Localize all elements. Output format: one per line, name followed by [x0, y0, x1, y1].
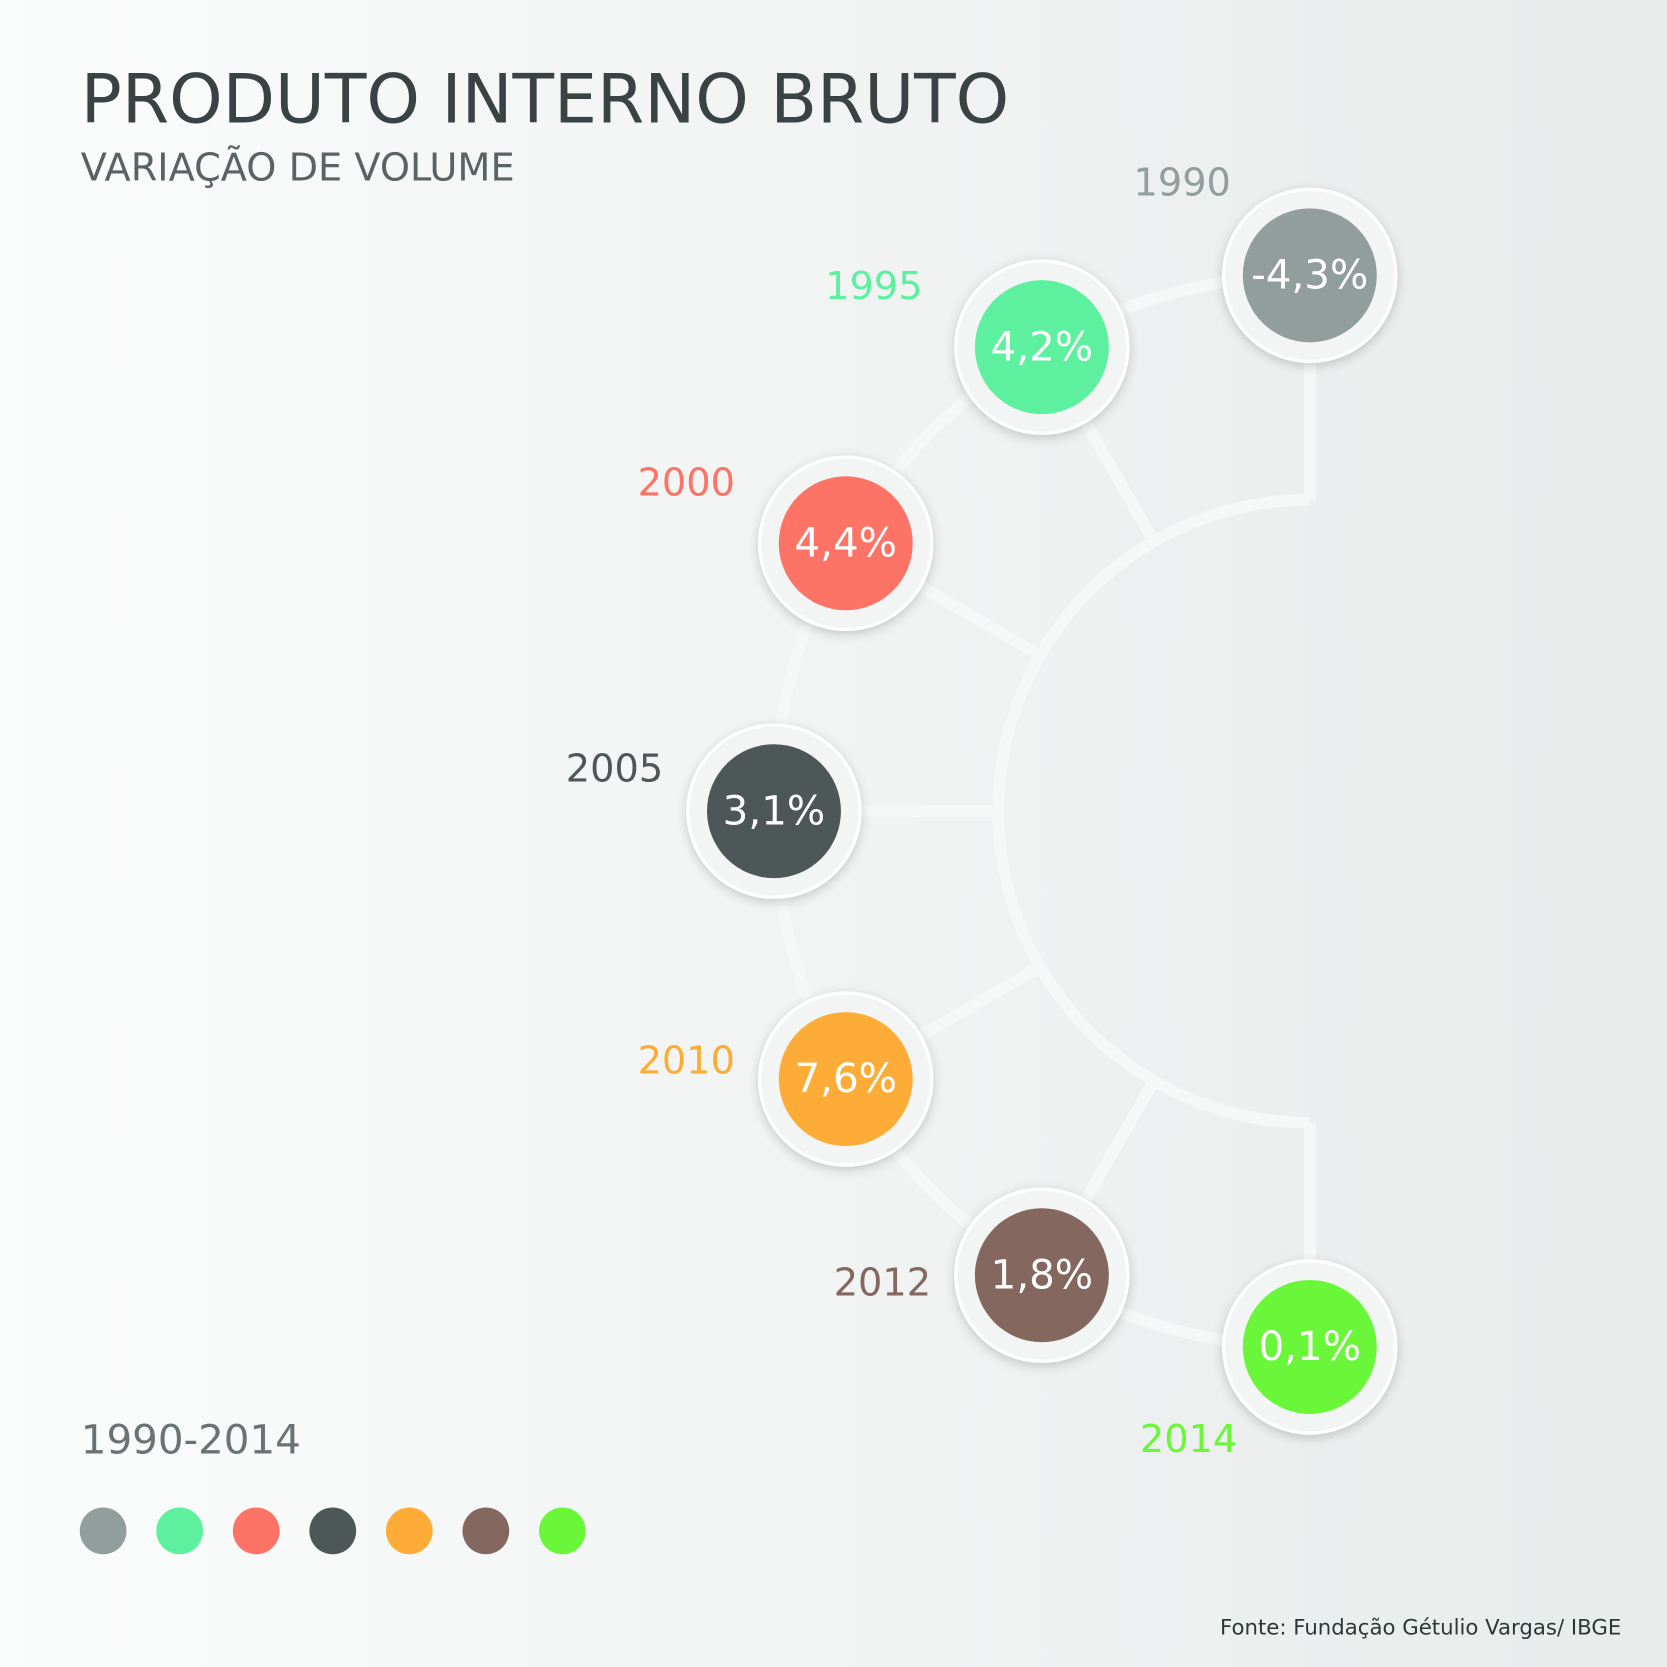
bubble [1242, 208, 1377, 343]
year-label: 1995 [825, 264, 922, 309]
legend-dot [539, 1507, 586, 1555]
year-label: 2010 [638, 1039, 735, 1084]
bubble [778, 476, 913, 611]
year-label: 1990 [1134, 160, 1231, 205]
legend-dot [232, 1507, 280, 1555]
spoke [1079, 1078, 1160, 1205]
legend-dot [79, 1507, 127, 1555]
value-label: 7,6% [794, 1055, 897, 1102]
chart-subtitle: VARIAÇÃO DE VOLUME [81, 144, 515, 191]
value-label: 0,1% [1258, 1323, 1361, 1370]
spoke [916, 961, 1043, 1042]
value-label: 1,8% [991, 1251, 1094, 1298]
bubble [1242, 1280, 1377, 1414]
bubble [974, 1208, 1109, 1343]
period-label: 1990-2014 [81, 1417, 301, 1464]
year-label: 2012 [834, 1260, 931, 1305]
legend-dot [156, 1507, 204, 1555]
value-label: 4,4% [794, 519, 897, 566]
bubble [974, 280, 1109, 415]
legend-dot [385, 1507, 433, 1555]
bubble [778, 1012, 913, 1147]
spoke [916, 580, 1043, 661]
spoke [1079, 417, 1160, 545]
year-label: 2000 [638, 460, 735, 505]
value-label: 3,1% [723, 787, 826, 834]
legend-dot [462, 1507, 510, 1555]
value-label: -4,3% [1251, 251, 1368, 298]
legend-dot [309, 1507, 357, 1555]
value-label: 4,2% [991, 323, 1094, 370]
source: Fonte: Fundação Gétulio Vargas/ IBGE [1220, 1616, 1621, 1641]
year-label: 2005 [566, 746, 663, 791]
inner-arc [992, 493, 1310, 1129]
year-label: 2014 [1140, 1417, 1237, 1462]
chart-title: PRODUTO INTERNO BRUTO [81, 61, 1009, 140]
bubble [706, 744, 841, 879]
